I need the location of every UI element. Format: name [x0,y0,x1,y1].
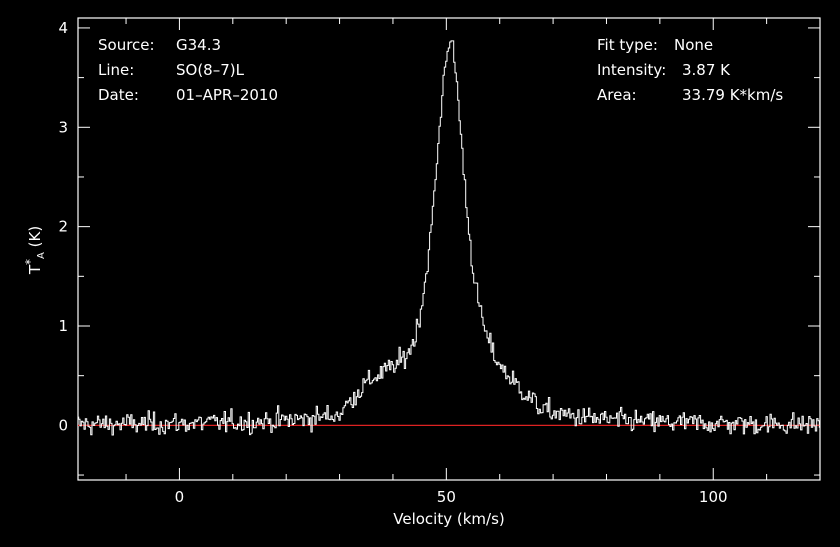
line-key: Line: [98,61,134,79]
y-tick-label: 4 [58,19,68,37]
fit-type-value: None [674,36,713,54]
tick-marks [78,18,821,480]
x-tick-label: 0 [175,488,185,506]
source-key: Source: [98,36,155,54]
y-axis-label: T*A (K) [23,226,47,275]
x-tick-label: 50 [437,488,456,506]
y-tick-label: 2 [58,218,68,236]
y-tick-label: 0 [58,416,68,434]
fit-type-key: Fit type: [597,36,658,54]
line-value: SO(8–7)L [176,61,245,79]
area-value: 33.79 K*km/s [682,86,783,104]
spectrum-line [78,40,820,436]
date-key: Date: [98,86,139,104]
info-right: Fit type: None Intensity: 3.87 K Area: 3… [597,36,783,104]
y-tick-label: 1 [58,317,68,335]
x-tick-labels: 0 50 100 [175,488,728,506]
intensity-value: 3.87 K [682,61,731,79]
intensity-key: Intensity: [597,61,666,79]
source-value: G34.3 [176,36,221,54]
date-value: 01–APR–2010 [176,86,278,104]
x-axis-label: Velocity (km/s) [393,510,504,528]
y-tick-labels: 0 1 2 3 4 [58,19,68,434]
info-left: Source: G34.3 Line: SO(8–7)L Date: 01–AP… [98,36,278,104]
area-key: Area: [597,86,637,104]
plot-frame [77,17,821,481]
y-tick-label: 3 [58,118,68,136]
x-tick-label: 100 [699,488,728,506]
